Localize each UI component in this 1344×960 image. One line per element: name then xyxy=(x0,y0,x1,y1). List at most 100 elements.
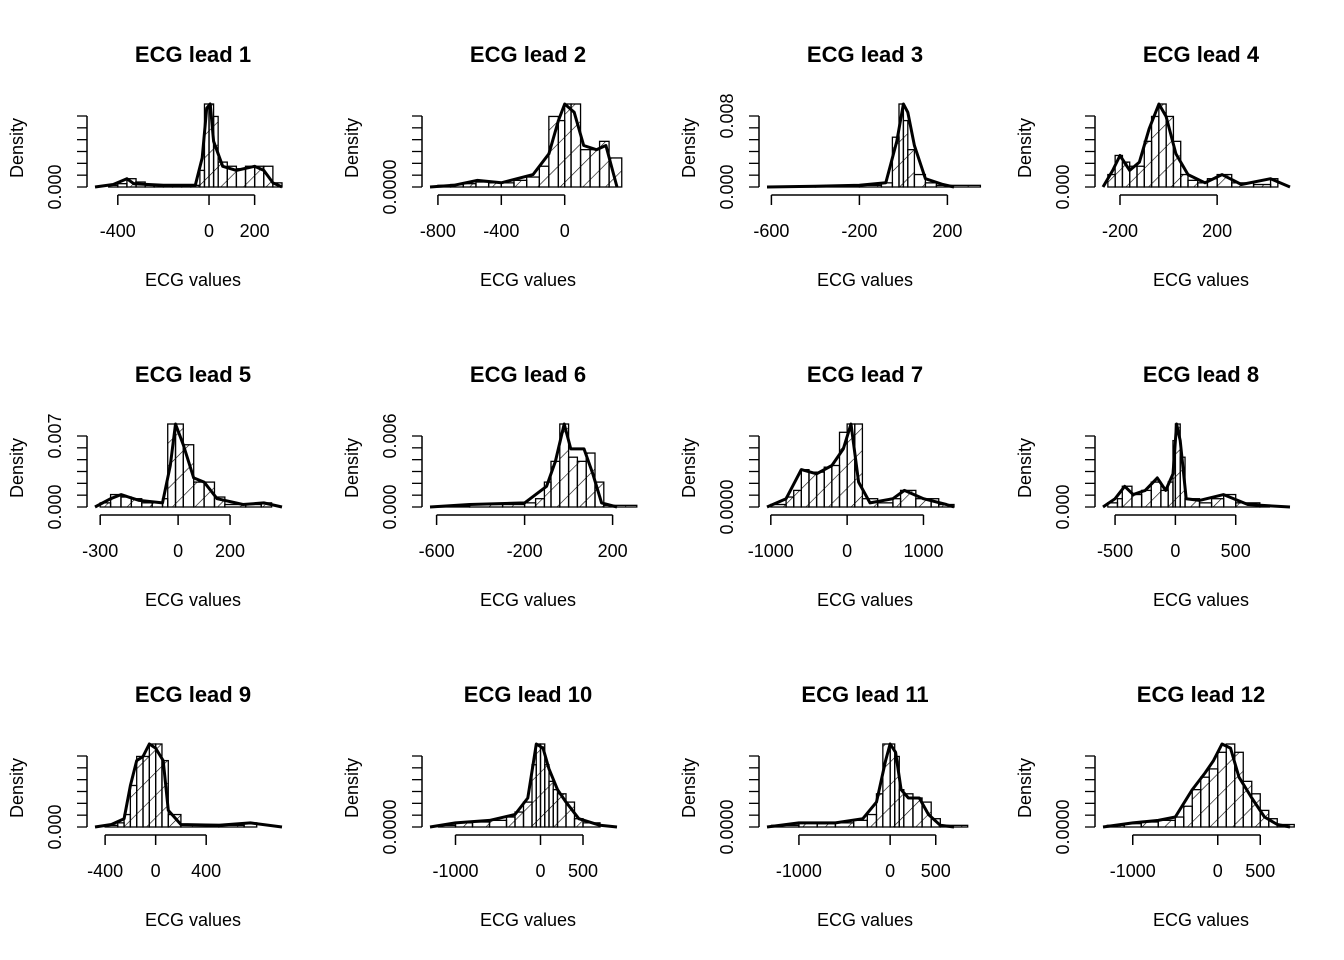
panel-4: ECG lead 4 -200 200 0.000 ECG values Density xyxy=(1015,42,1291,290)
x-tick-label: 500 xyxy=(568,861,598,881)
y-tick-label: 0.000 xyxy=(1053,484,1073,529)
y-axis-label: Density xyxy=(679,438,699,498)
x-tick-label: 400 xyxy=(191,861,221,881)
y-axis-label: Density xyxy=(342,118,362,178)
panel-2: ECG lead 2 -800 -400 0 0.0000 ECG values Densi… xyxy=(342,42,623,290)
x-tick-label: -300 xyxy=(82,541,118,561)
x-tick-label: -1000 xyxy=(748,541,794,561)
x-tick-label: -200 xyxy=(841,221,877,241)
x-tick-label: -500 xyxy=(1097,541,1133,561)
histogram-bar xyxy=(1183,805,1193,828)
density-curve xyxy=(94,742,283,829)
x-tick-label: 200 xyxy=(932,221,962,241)
histogram-bar xyxy=(142,755,150,828)
histogram-bar xyxy=(199,169,206,188)
x-axis-label: ECG values xyxy=(145,270,241,290)
y-tick-label: 0.0000 xyxy=(1053,799,1073,854)
histogram-bar xyxy=(1116,498,1123,508)
histogram-bar xyxy=(129,784,138,828)
histogram-bar xyxy=(1217,751,1227,828)
chart-title: ECG lead 11 xyxy=(801,682,928,707)
histogram-bar xyxy=(167,813,182,828)
histogram-bar xyxy=(1160,489,1169,508)
y-axis-label: Density xyxy=(7,118,27,178)
x-tick-label: -400 xyxy=(483,221,519,241)
histogram-bar xyxy=(823,466,833,508)
chart-title: ECG lead 9 xyxy=(135,682,251,707)
histogram-bar xyxy=(570,103,582,188)
histogram-bar xyxy=(1140,489,1152,508)
x-tick-label: 200 xyxy=(598,541,628,561)
y-tick-label: 0.000 xyxy=(45,804,65,849)
histogram-bar xyxy=(913,173,927,188)
histogram-bar xyxy=(589,148,601,188)
histogram-bar xyxy=(579,148,591,188)
histogram-bar xyxy=(1150,115,1160,188)
density-curve xyxy=(766,102,955,189)
density-curve xyxy=(429,102,619,189)
chart-title: ECG lead 6 xyxy=(470,362,586,387)
histogram-bar xyxy=(193,481,205,508)
y-tick-label: 0.007 xyxy=(45,413,65,458)
histogram-bar xyxy=(889,743,896,828)
y-tick-label: 0.0000 xyxy=(380,159,400,214)
x-tick-label: -600 xyxy=(419,541,455,561)
x-tick-label: 200 xyxy=(215,541,245,561)
density-curve xyxy=(429,742,618,829)
x-tick-label: -1000 xyxy=(1110,861,1156,881)
x-axis-label: ECG values xyxy=(817,270,913,290)
x-tick-label: 1000 xyxy=(903,541,943,561)
histogram-bar xyxy=(564,103,572,188)
histogram-bar xyxy=(117,183,128,188)
panel-3: ECG lead 3 -600 -200 200 0.000 0.008 ECG value… xyxy=(679,42,982,290)
panel-8: ECG lead 8 -500 0 500 0.000 ECG values Density xyxy=(1015,362,1291,610)
y-tick-label: 0.000 xyxy=(380,484,400,529)
y-axis-label: Density xyxy=(342,758,362,818)
chart-title: ECG lead 4 xyxy=(1143,42,1260,67)
x-tick-label: -200 xyxy=(1102,221,1138,241)
histogram-bar xyxy=(808,471,818,508)
chart-title: ECG lead 10 xyxy=(464,682,592,707)
chart-title: ECG lead 7 xyxy=(807,362,923,387)
x-tick-label: -1000 xyxy=(432,861,478,881)
histogram-bar xyxy=(935,184,982,188)
x-axis-label: ECG values xyxy=(1153,590,1249,610)
panel-5: ECG lead 5 -300 0 200 0.000 0.007 ECG values De… xyxy=(7,362,283,610)
x-tick-label: -200 xyxy=(507,541,543,561)
histogram-bar xyxy=(557,119,566,188)
x-tick-label: 0 xyxy=(535,861,545,881)
y-tick-label: 0.0000 xyxy=(717,479,737,534)
histogram-bar xyxy=(522,801,533,828)
chart-title: ECG lead 12 xyxy=(1137,682,1265,707)
x-axis-label: ECG values xyxy=(1153,270,1249,290)
panel-6: ECG lead 6 -600 -200 200 0.000 0.006 ECG value… xyxy=(342,362,638,610)
x-axis-label: ECG values xyxy=(480,910,576,930)
histogram-bar xyxy=(907,148,916,188)
histogram-bar xyxy=(1143,140,1153,188)
x-tick-label: 0 xyxy=(842,541,852,561)
x-tick-label: 500 xyxy=(921,861,951,881)
histogram-bar xyxy=(148,743,157,828)
y-axis-label: Density xyxy=(1015,758,1035,818)
histogram-bar xyxy=(854,423,864,508)
histogram-bar xyxy=(1191,789,1202,828)
histogram-bar xyxy=(853,819,868,828)
chart-title: ECG lead 1 xyxy=(135,42,251,67)
x-tick-label: -1000 xyxy=(776,861,822,881)
y-tick-label: 0.000 xyxy=(45,484,65,529)
histogram-bar xyxy=(924,182,938,188)
histogram-bar xyxy=(136,755,144,828)
histogram-bar xyxy=(800,468,810,508)
histogram-bar xyxy=(815,471,825,508)
x-axis-label: ECG values xyxy=(480,270,576,290)
histogram-bar xyxy=(534,498,546,508)
chart-title: ECG lead 5 xyxy=(135,362,251,387)
y-tick-label: 0.0000 xyxy=(380,799,400,854)
y-axis-label: Density xyxy=(1015,118,1035,178)
x-tick-label: 500 xyxy=(1221,541,1251,561)
x-tick-label: 200 xyxy=(240,221,270,241)
histogram-bar xyxy=(1131,493,1143,508)
histogram-bar xyxy=(603,504,638,508)
x-tick-label: 0 xyxy=(1213,861,1223,881)
density-curve xyxy=(429,422,618,509)
